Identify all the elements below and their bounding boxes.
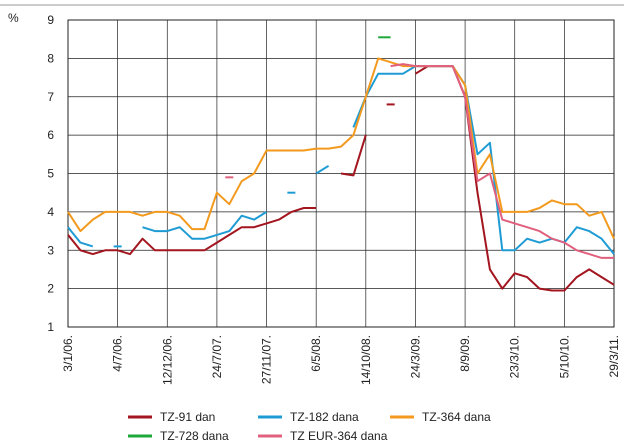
x-tick-label: 24/3/09. — [408, 335, 422, 378]
y-tick-label: 7 — [47, 90, 54, 104]
x-tick-label: 5/10/10. — [557, 335, 571, 378]
x-tick-label: 27/11/07. — [260, 335, 274, 384]
y-tick-label: 6 — [47, 128, 54, 142]
x-tick-label: 8/9/09. — [458, 335, 472, 372]
y-tick-label: 2 — [47, 282, 54, 296]
x-tick-label: 24/7/07. — [210, 335, 224, 378]
legend-label: TZ-728 dana — [160, 429, 229, 443]
x-tick-label: 6/5/08. — [309, 335, 323, 372]
y-unit: % — [8, 11, 19, 25]
series-line — [390, 63, 614, 259]
x-tick-label: 29/3/11. — [607, 335, 621, 377]
series-line — [67, 57, 615, 240]
legend-label: TZ-364 dana — [422, 410, 491, 424]
y-tick-label: 8 — [47, 51, 54, 65]
series-line — [315, 164, 330, 175]
x-tick-label: 23/3/10. — [508, 335, 522, 378]
x-tick-label: 12/12/06. — [160, 335, 174, 385]
series-line — [67, 207, 317, 256]
series-line — [340, 134, 367, 177]
series-line — [352, 65, 615, 255]
series-line — [142, 211, 268, 240]
x-tick-label: 4/7/06. — [111, 335, 125, 372]
y-tick-label: 3 — [47, 243, 54, 257]
x-tick-label: 3/1/06. — [61, 335, 75, 372]
y-tick-label: 9 — [47, 13, 54, 27]
y-tick-label: 5 — [47, 167, 54, 181]
legend-label: TZ EUR-364 dana — [290, 429, 388, 443]
legend-label: TZ-182 dana — [290, 410, 359, 424]
y-tick-label: 1 — [47, 320, 54, 334]
y-tick-label: 4 — [47, 205, 54, 219]
legend-label: TZ-91 dan — [160, 410, 215, 424]
x-tick-label: 14/10/08. — [359, 335, 373, 385]
series-line — [67, 226, 94, 248]
plot-frame — [67, 19, 615, 328]
